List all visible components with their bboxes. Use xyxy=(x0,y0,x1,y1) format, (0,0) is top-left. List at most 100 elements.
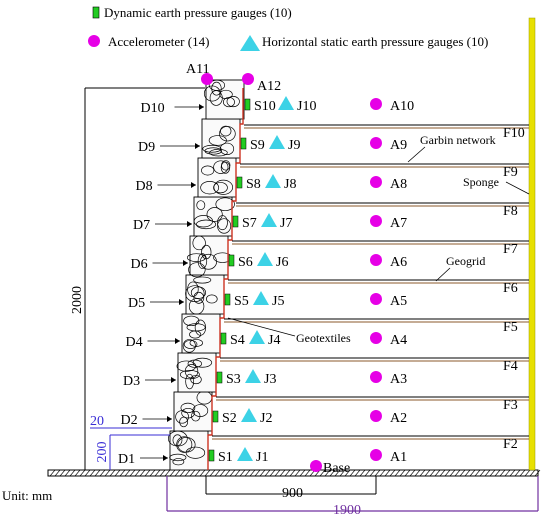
dynamic-gauge-s10 xyxy=(244,98,251,111)
garbin-blocks xyxy=(167,79,245,471)
label-a10: A10 xyxy=(390,99,414,114)
label-a5: A5 xyxy=(390,294,407,309)
legend-static-gauge: Horizontal static earth pressure gauges … xyxy=(262,34,488,49)
label-f6: F6 xyxy=(503,281,518,296)
label-s2: S2 xyxy=(222,411,237,426)
label-j7: J7 xyxy=(280,216,292,231)
dim-900: 900 xyxy=(282,486,303,501)
dynamic-gauge-s3 xyxy=(216,371,223,384)
label-s7: S7 xyxy=(242,216,257,231)
label-j10: J10 xyxy=(297,99,316,114)
static-gauge-j1 xyxy=(237,447,253,461)
label-f5: F5 xyxy=(503,320,518,335)
label-d6: D6 xyxy=(131,257,148,272)
static-gauge-j2 xyxy=(241,408,257,422)
static-gauge-j6 xyxy=(257,252,273,266)
dim-200: 200 xyxy=(95,442,110,463)
static-gauge-j10 xyxy=(278,96,294,110)
ground xyxy=(47,469,541,477)
label-d4: D4 xyxy=(126,335,143,350)
accelerometer-a10 xyxy=(370,98,382,110)
accelerometer-a2 xyxy=(370,410,382,422)
label-d3: D3 xyxy=(123,374,140,389)
static-gauge-j9 xyxy=(269,135,285,149)
label-s9: S9 xyxy=(250,138,265,153)
label-f2: F2 xyxy=(503,437,518,452)
annotation-garbin: Garbin network xyxy=(420,133,496,147)
unit-label: Unit: mm xyxy=(2,488,52,503)
label-a1: A1 xyxy=(390,450,407,465)
annotation-geogrid: Geogrid xyxy=(446,254,485,268)
label-s10: S10 xyxy=(254,99,276,114)
annotation-geotextiles: Geotextiles xyxy=(296,331,351,345)
label-d8: D8 xyxy=(136,179,153,194)
garbin-block xyxy=(193,196,233,237)
legend: Dynamic earth pressure gauges (10) Accel… xyxy=(88,5,488,51)
accelerometer-a11 xyxy=(201,73,213,85)
accelerometer-a9 xyxy=(370,137,382,149)
dynamic-gauge-s5 xyxy=(224,293,231,306)
dimensions: 2000 20 200 900 1900 xyxy=(70,87,539,518)
label-s4: S4 xyxy=(230,333,245,348)
static-gauge-j5 xyxy=(253,291,269,305)
dynamic-gauge-s1 xyxy=(208,449,215,462)
accelerometer-a6 xyxy=(370,254,382,266)
label-a9: A9 xyxy=(390,138,407,153)
label-j9: J9 xyxy=(288,138,300,153)
sponge-layer xyxy=(528,17,536,471)
annotations: Garbin network Sponge Geogrid Geotextile… xyxy=(227,133,530,345)
static-gauge-j8 xyxy=(265,174,281,188)
wall-face-line xyxy=(207,88,244,470)
legend-dynamic-gauge: Dynamic earth pressure gauges (10) xyxy=(104,5,292,20)
label-d9: D9 xyxy=(138,140,155,155)
label-j1: J1 xyxy=(256,450,268,465)
label-f3: F3 xyxy=(503,398,518,413)
legend-accelerometer: Accelerometer (14) xyxy=(108,34,209,49)
accelerometer-a1 xyxy=(370,449,382,461)
label-d7: D7 xyxy=(133,218,150,233)
dynamic-gauge-s7 xyxy=(232,215,239,228)
label-a7: A7 xyxy=(390,216,407,231)
accelerometer-a5 xyxy=(370,293,382,305)
garbin-block xyxy=(181,313,221,354)
accelerometer-icon xyxy=(88,35,100,47)
annotation-sponge: Sponge xyxy=(463,175,499,189)
dim-1900: 1900 xyxy=(333,503,361,518)
label-d1: D1 xyxy=(118,452,135,467)
label-f4: F4 xyxy=(503,359,518,374)
label-a6: A6 xyxy=(390,255,407,270)
static-gauge-j4 xyxy=(249,330,265,344)
dynamic-gauge-s4 xyxy=(220,332,227,345)
static-gauge-icon xyxy=(240,35,260,51)
accelerometer-a7 xyxy=(370,215,382,227)
dynamic-gauge-s9 xyxy=(240,137,247,150)
label-s8: S8 xyxy=(246,177,261,192)
dynamic-gauge-s2 xyxy=(212,410,219,423)
label-a4: A4 xyxy=(390,333,407,348)
accelerometer-a12 xyxy=(242,73,254,85)
label-a2: A2 xyxy=(390,411,407,426)
dynamic-gauge-s6 xyxy=(228,254,235,267)
label-j6: J6 xyxy=(276,255,288,270)
accelerometer-a4 xyxy=(370,332,382,344)
garbin-block xyxy=(189,235,229,276)
accelerometer-a3 xyxy=(370,371,382,383)
label-a11: A11 xyxy=(186,62,210,77)
label-a8: A8 xyxy=(390,177,407,192)
label-a3: A3 xyxy=(390,372,407,387)
label-f9: F9 xyxy=(503,165,518,180)
label-f7: F7 xyxy=(503,242,518,257)
label-s1: S1 xyxy=(218,450,233,465)
label-j2: J2 xyxy=(260,411,272,426)
label-d2: D2 xyxy=(121,413,138,428)
static-gauge-j3 xyxy=(245,369,261,383)
label-j5: J5 xyxy=(272,294,284,309)
label-s5: S5 xyxy=(234,294,249,309)
label-f8: F8 xyxy=(503,204,518,219)
dim-2000: 2000 xyxy=(70,286,85,314)
dynamic-gauge-icon xyxy=(92,6,100,19)
label-j4: J4 xyxy=(268,333,280,348)
label-base: Base xyxy=(323,461,350,476)
label-f10: F10 xyxy=(503,126,525,141)
